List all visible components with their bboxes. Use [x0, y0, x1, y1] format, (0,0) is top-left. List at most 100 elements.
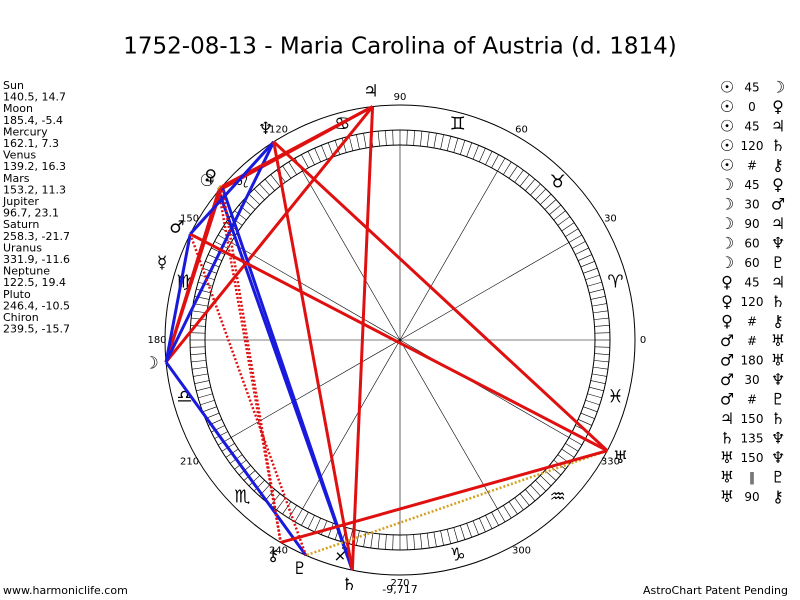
ring-hatch — [535, 480, 547, 492]
aspect-p1: ♅ — [720, 468, 734, 487]
aspect-type: 60 — [744, 237, 759, 251]
aspect-p2: ♂ — [771, 195, 785, 214]
ring-hatch — [190, 353, 206, 355]
aspect-line — [305, 449, 608, 557]
aspect-p1: ☽ — [720, 175, 734, 194]
aspect-line — [220, 185, 354, 571]
aspect-p2: ♇ — [771, 468, 785, 487]
aspect-line — [189, 232, 608, 453]
ring-hatch — [217, 234, 232, 243]
planet-coords: 246.4, -10.5 — [3, 299, 70, 312]
ring-hatch — [594, 353, 610, 355]
aspect-p2: ♄ — [771, 292, 785, 311]
aspect-type: # — [747, 159, 757, 173]
aspect-line — [272, 140, 609, 452]
aspect-type: 150 — [741, 451, 764, 465]
aspect-p1: ☽ — [720, 195, 734, 214]
ring-hatch — [472, 145, 479, 160]
bottom-value: -9,717 — [382, 583, 417, 596]
aspect-line — [164, 105, 374, 364]
planet-glyph: ☉ — [199, 171, 214, 191]
ring-hatch — [491, 512, 499, 526]
planet-glyph: ♄ — [342, 575, 357, 595]
aspect-p2: ♄ — [771, 136, 785, 155]
aspect-line — [350, 106, 375, 571]
planet-name: Jupiter — [2, 195, 39, 208]
ring-hatch — [363, 133, 367, 149]
ring-hatch — [578, 254, 592, 261]
ring-hatch — [426, 533, 430, 548]
ring-hatch — [525, 489, 536, 502]
ring-hatch — [288, 505, 297, 519]
ring-hatch — [211, 425, 225, 433]
aspect-type: 0 — [748, 100, 756, 114]
planet-coords: 239.5, -15.7 — [3, 323, 70, 336]
sign-glyph: ♏ — [234, 487, 250, 508]
ring-hatch — [446, 136, 452, 151]
ring-hatch — [557, 216, 571, 226]
aspect-type: 90 — [744, 217, 759, 231]
aspect-type: 120 — [741, 139, 764, 153]
aspect-p2: ☽ — [771, 78, 785, 97]
ring-hatch — [270, 174, 281, 187]
ring-hatch — [190, 346, 206, 348]
aspect-p1: ☽ — [720, 214, 734, 233]
ring-hatch — [514, 497, 524, 511]
footer-right: AstroChart Patent Pending — [643, 584, 788, 597]
ring-hatch — [413, 534, 415, 550]
ring-hatch — [370, 533, 374, 548]
degree-label: 210 — [180, 457, 199, 468]
ring-hatch — [594, 325, 610, 327]
aspect-p1: ♂ — [720, 331, 734, 350]
ring-hatch — [196, 288, 211, 294]
aspect-p2: ♅ — [771, 331, 785, 350]
sign-glyph: ♒ — [550, 487, 566, 508]
aspect-p2: ♆ — [771, 429, 785, 448]
ring-hatch — [301, 512, 309, 526]
aspect-type: 150 — [741, 412, 764, 426]
sign-glyph: ♑ — [450, 544, 466, 565]
footer-left: www.harmoniclife.com — [3, 584, 128, 597]
planet-glyph: ♃ — [363, 82, 378, 102]
ring-hatch — [589, 386, 604, 392]
ring-hatch — [565, 228, 579, 237]
ring-hatch — [466, 142, 473, 157]
ring-hatch — [453, 527, 459, 542]
ring-hatch — [301, 154, 309, 168]
aspect-type: 45 — [744, 276, 759, 290]
aspect-p1: ♄ — [720, 429, 734, 448]
ring-hatch — [583, 267, 598, 274]
aspect-p1: ☽ — [720, 253, 734, 272]
aspect-p1: ☉ — [720, 117, 734, 136]
degree-label: 60 — [515, 125, 528, 136]
ring-hatch — [503, 505, 512, 519]
aspect-p2: ♃ — [771, 273, 785, 292]
ring-hatch — [356, 134, 360, 150]
planet-glyph: ♅ — [613, 448, 628, 468]
ring-hatch — [485, 515, 493, 529]
ring-hatch — [535, 188, 547, 200]
ring-hatch — [282, 165, 292, 179]
ring-hatch — [575, 247, 589, 255]
ring-hatch — [585, 274, 600, 281]
outer-circle — [164, 104, 636, 576]
aspect-p1: ♀ — [721, 292, 733, 311]
aspect-p1: ☉ — [720, 136, 734, 155]
aspect-p2: ♇ — [771, 390, 785, 409]
ring-hatch — [307, 515, 315, 529]
ring-hatch — [377, 131, 380, 147]
chart-title: 1752-08-13 - Maria Carolina of Austria (… — [123, 34, 676, 60]
aspect-p1: ♀ — [721, 273, 733, 292]
aspect-p2: ⚷ — [772, 487, 784, 506]
degree-label: 240 — [269, 545, 288, 556]
ring-hatch — [248, 475, 260, 487]
ring-hatch — [321, 145, 328, 160]
ring-hatch — [270, 493, 281, 506]
ring-hatch — [585, 399, 600, 406]
spoke — [399, 242, 570, 341]
sign-glyph: ♊ — [450, 114, 466, 135]
degree-label: 120 — [269, 125, 288, 136]
ring-hatch — [259, 183, 270, 196]
ring-hatch — [593, 317, 609, 320]
ring-hatch — [540, 193, 552, 205]
